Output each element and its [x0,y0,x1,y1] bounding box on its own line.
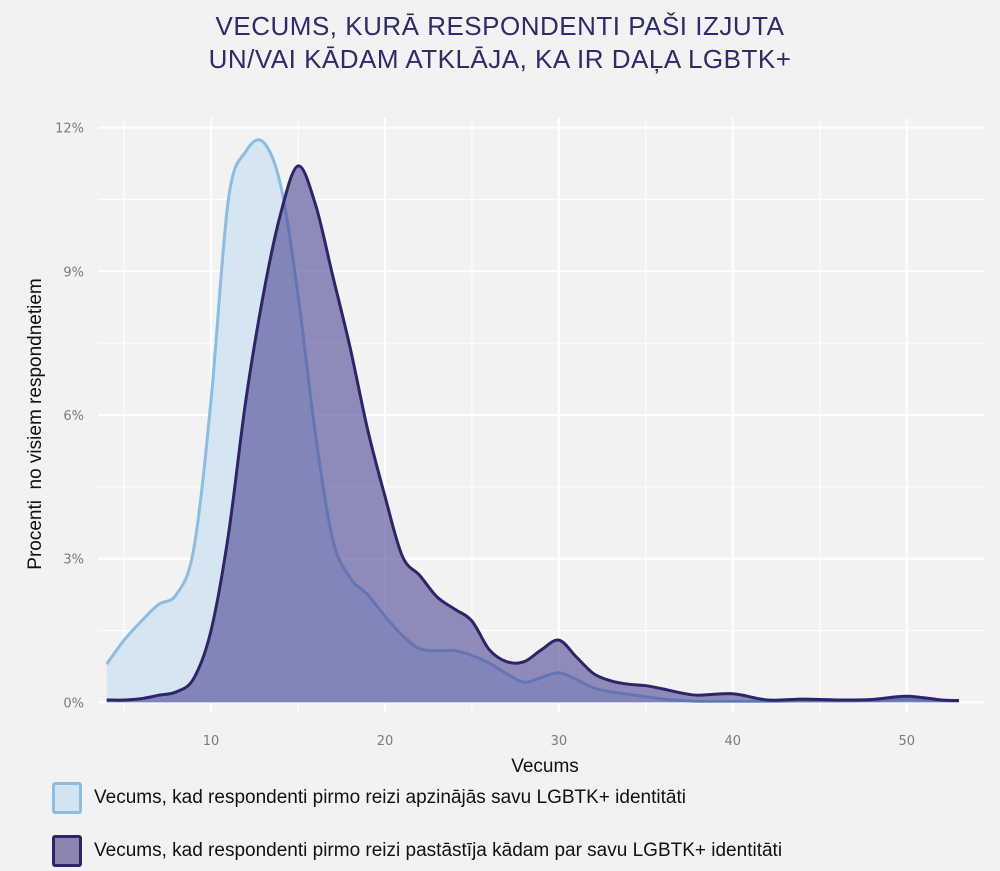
chart-title: VECUMS, KURĀ RESPONDENTI PAŠI IZJUTA UN/… [0,10,1000,76]
x-tick-label: 20 [377,734,394,749]
series-disclosure-line [106,164,959,702]
x-tick-label: 10 [203,734,220,749]
y-tick-label: 6% [63,409,84,424]
x-axis-title: Vecums [511,756,579,777]
legend-item-disclosure: Vecums, kad respondenti pirmo reizi past… [52,831,782,871]
legend-swatch-disclosure [52,835,82,867]
y-tick-label: 12% [55,122,84,137]
x-tick-label: 30 [551,734,568,749]
chart-title-line-2: UN/VAI KĀDAM ATKLĀJA, KA IR DAĻA LGBTK+ [208,44,792,74]
y-tick-label: 3% [63,553,84,568]
legend-label-disclosure: Vecums, kad respondenti pirmo reizi past… [94,840,783,861]
chart-title-line-1: VECUMS, KURĀ RESPONDENTI PAŠI IZJUTA [215,11,785,41]
legend-item-awareness: Vecums, kad respondenti pirmo reizi apzi… [52,778,686,818]
x-tick-label: 40 [725,734,742,749]
series-disclosure-area [106,165,959,703]
series-layer [105,138,959,704]
legend-swatch-awareness [52,782,82,814]
y-tick-label: 0% [63,696,84,711]
legend-label-awareness: Vecums, kad respondenti pirmo reizi apzi… [94,787,686,808]
ticks-layer: 0% 3% 6% 9% 12% 10 20 30 40 50 [55,122,915,749]
y-axis-title: Procenti no visiem respondnetiem [25,278,46,569]
x-tick-label: 50 [898,734,915,749]
y-tick-label: 9% [63,265,84,280]
